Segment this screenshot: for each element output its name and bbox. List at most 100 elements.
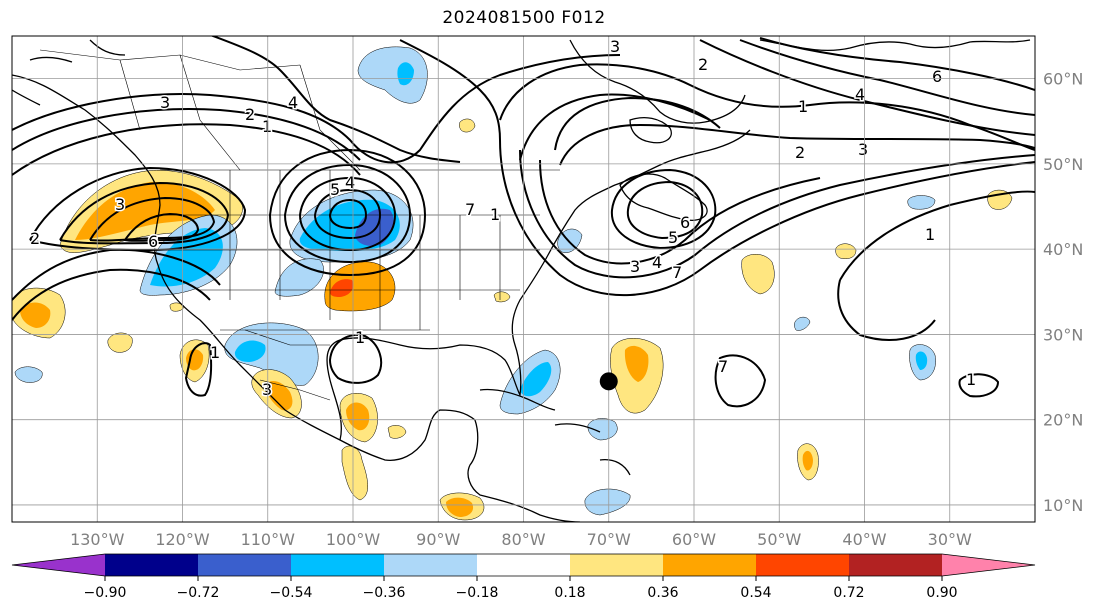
positive-anomaly-region (169, 302, 185, 312)
contour-line (12, 248, 221, 301)
positive-anomaly-region (75, 181, 215, 240)
contour-line (313, 188, 382, 240)
contour-label: 3 (160, 93, 170, 112)
colorbar-segment (384, 554, 478, 576)
contour-label: 1 (355, 328, 365, 347)
gridlines (12, 36, 1035, 522)
contour-line (328, 198, 368, 230)
contour-label: 6 (680, 213, 690, 232)
contour-line (699, 39, 1035, 136)
negative-anomaly-region (907, 195, 936, 210)
contour-label: 1 (925, 225, 935, 244)
colorbar-tick-label: −0.54 (270, 585, 313, 601)
contour-label: 3 (858, 140, 868, 159)
contour-line (283, 163, 412, 264)
contour-label: 6 (932, 67, 942, 86)
negative-anomaly-region (14, 366, 43, 383)
negative-anomaly-region (234, 340, 266, 362)
coastline (629, 117, 672, 144)
colorbar-segment (105, 554, 199, 576)
contour-label: 4 (652, 253, 662, 272)
negative-anomaly-region (794, 316, 811, 331)
coastline (479, 388, 631, 476)
contour-label: 4 (855, 85, 865, 104)
contour-line (539, 159, 821, 265)
contour-line (12, 268, 211, 321)
contour-line (399, 39, 501, 141)
colorbar-tick-label: 0.18 (554, 585, 585, 601)
colorbar-segment (291, 554, 385, 576)
longitude-tick-label: 70°W (587, 530, 631, 549)
longitude-tick-label: 100°W (326, 530, 381, 549)
colorbar-segment (198, 554, 292, 576)
contour-label: 5 (330, 180, 340, 199)
latitude-tick-label: 60°N (1043, 70, 1083, 89)
positive-anomaly-region (346, 402, 370, 431)
latitude-tick-label: 10°N (1043, 496, 1083, 515)
longitude-tick-label: 50°W (757, 530, 801, 549)
latitude-tick-label: 40°N (1043, 240, 1083, 259)
colorbar-extend-min (12, 554, 105, 576)
coastline (759, 39, 1031, 51)
contour-label: 3 (610, 37, 620, 56)
coastlines (12, 39, 1031, 522)
colorbar-segment (477, 554, 571, 576)
colorbar: −0.90 −0.72 −0.54 −0.36 −0.18 0.18 0.36 0.54 0.7… (11, 553, 1036, 601)
negative-anomaly-region (520, 362, 552, 397)
contour-line (298, 176, 397, 252)
latitude-tick-label: 50°N (1043, 155, 1083, 174)
contour-label: 6 (148, 232, 158, 251)
contour-line (268, 148, 427, 277)
contour-line (714, 354, 767, 408)
colorbar-segment (663, 554, 757, 576)
contour-label: 3 (630, 257, 640, 276)
contour-label: 2 (698, 55, 708, 74)
colorbar-segment (570, 554, 664, 576)
longitude-tick-label: 40°W (842, 530, 886, 549)
longitude-tick-label: 80°W (501, 530, 545, 549)
positive-anomaly-region (802, 450, 813, 471)
contour-line (958, 373, 1000, 398)
coastline (12, 74, 581, 522)
contour-line (499, 139, 1035, 297)
positive-anomaly-region (493, 291, 511, 303)
coastline (619, 173, 708, 221)
positive-anomaly-region (265, 380, 293, 411)
negative-anomaly-region (915, 351, 928, 370)
longitude-tick-label: 90°W (416, 530, 460, 549)
contour-line (519, 93, 711, 161)
latitude-tick-label: 30°N (1043, 325, 1083, 344)
positive-anomaly-region (330, 279, 354, 297)
positive-anomaly-region (741, 254, 775, 295)
contour-line (184, 342, 213, 397)
longitude-tick-label: 60°W (672, 530, 716, 549)
colorbar-tick-label: 0.36 (647, 585, 678, 601)
negative-anomaly-region (397, 62, 414, 86)
latitude-tick-labels: 60°N 50°N 40°N 30°N 20°N 10°N (1043, 70, 1083, 515)
positive-anomaly-region (835, 243, 857, 259)
colorbar-tick-label: −0.90 (84, 585, 127, 601)
positive-anomaly-region (624, 345, 649, 382)
map-title: 2024081500 F012 (442, 8, 606, 28)
colorbar-tick-label: −0.36 (363, 585, 406, 601)
colorbar-segment (756, 554, 850, 576)
contour-label: 1 (262, 117, 272, 136)
contour-label: 7 (465, 200, 475, 219)
positive-anomaly-region (459, 118, 476, 133)
longitude-tick-label: 30°W (928, 530, 972, 549)
contour-line (626, 180, 704, 240)
contour-label: 3 (262, 380, 272, 399)
colorbar-segment (849, 554, 943, 576)
contour-label: 7 (718, 357, 728, 376)
longitude-tick-labels: 130°W 120°W 110°W 100°W 90°W 80°W 70°W 60°W 50°W… (70, 530, 972, 549)
contour-line (328, 334, 383, 384)
longitude-tick-label: 120°W (155, 530, 210, 549)
state-border (39, 49, 361, 171)
coastline (569, 39, 746, 124)
state-border (244, 329, 331, 401)
contour-line (12, 54, 621, 164)
contour-label: 7 (672, 263, 682, 282)
contour-line (554, 96, 721, 151)
contour-label: 3 (115, 195, 125, 214)
coastline (12, 39, 126, 106)
